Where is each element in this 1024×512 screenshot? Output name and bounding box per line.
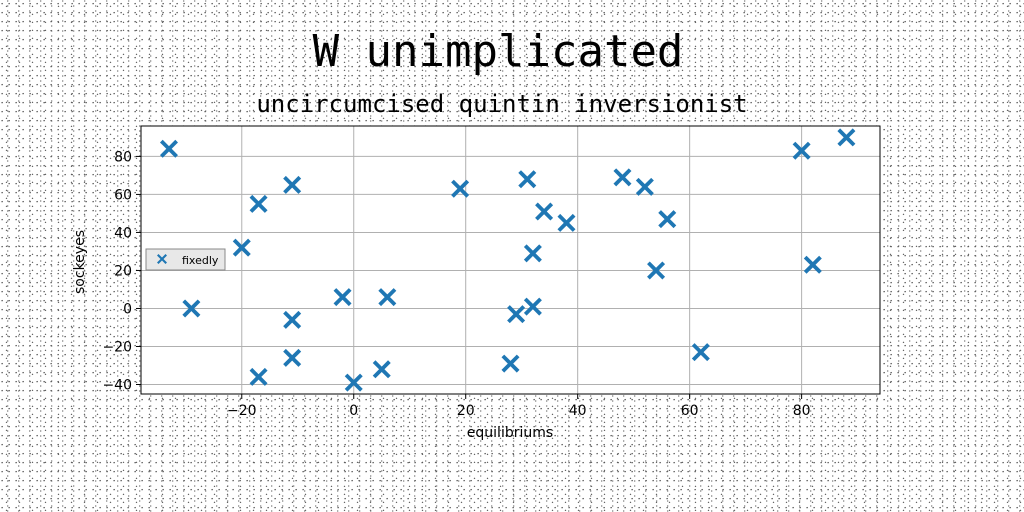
legend-marker-icon <box>157 254 167 264</box>
legend: fixedly <box>145 248 226 271</box>
chart-subtitle: uncircumcised quintin inversionist <box>256 90 747 118</box>
y-tick-label: 80 <box>114 149 132 165</box>
x-tick-label: 40 <box>569 403 587 419</box>
axis-ticks: −20 0 20 40 60 80 −40 −20 0 20 40 60 80 <box>102 125 881 419</box>
data-point <box>283 175 302 194</box>
x-tick-label: 20 <box>457 403 475 419</box>
data-point <box>613 168 632 187</box>
x-tick-label: 60 <box>681 403 699 419</box>
chart-title: W unimplicated <box>313 26 684 77</box>
data-point <box>344 373 363 392</box>
x-tick-label: 0 <box>349 403 358 419</box>
data-point <box>501 354 520 373</box>
data-point <box>635 177 654 196</box>
y-tick-label: 60 <box>114 187 132 203</box>
y-tick-label: 20 <box>114 263 132 279</box>
data-point <box>507 305 526 324</box>
data-point <box>518 170 537 189</box>
data-point <box>803 255 822 274</box>
x-axis-label: equilibriums <box>467 425 553 441</box>
y-tick-label: 0 <box>123 301 132 317</box>
data-point <box>159 139 178 158</box>
data-point <box>283 310 302 329</box>
plot-background <box>141 126 880 394</box>
data-point <box>182 299 201 318</box>
data-point <box>523 297 542 316</box>
data-point <box>557 213 576 232</box>
data-point <box>283 348 302 367</box>
data-point <box>333 288 352 307</box>
y-tick-label: −40 <box>102 377 132 393</box>
x-tick-label: −20 <box>227 403 257 419</box>
data-point <box>647 261 666 280</box>
y-axis-label: sockeyes <box>72 230 88 294</box>
data-point <box>523 244 542 263</box>
data-point <box>451 179 470 198</box>
data-point <box>372 360 391 379</box>
data-point <box>232 238 251 257</box>
plot-frame <box>140 125 881 395</box>
data-point <box>378 288 397 307</box>
x-tick-label: 80 <box>793 403 811 419</box>
data-point <box>249 194 268 213</box>
data-points <box>159 128 856 392</box>
data-point <box>249 367 268 386</box>
y-tick-label: 40 <box>114 225 132 241</box>
data-point <box>691 343 710 362</box>
legend-label: fixedly <box>182 254 219 267</box>
data-point <box>658 210 677 229</box>
data-point <box>792 141 811 160</box>
plot-area <box>141 126 880 394</box>
y-tick-label: −20 <box>102 339 132 355</box>
data-point <box>837 128 856 147</box>
data-point <box>535 202 554 221</box>
